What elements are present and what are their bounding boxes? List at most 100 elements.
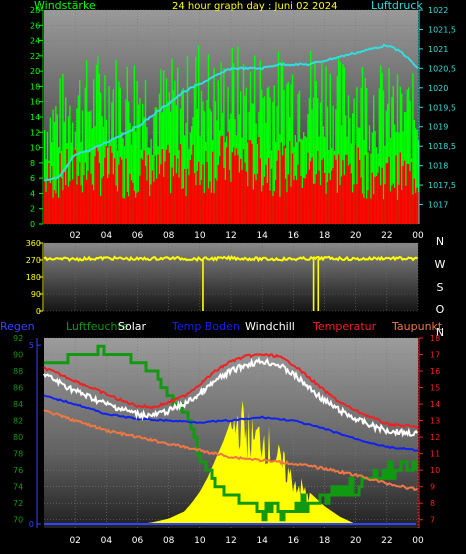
wind-tick-label: 24 — [30, 37, 40, 46]
wind-mean-bar — [212, 151, 214, 224]
x-tick-label: 16 — [288, 231, 300, 241]
wind-mean-bar — [282, 155, 284, 224]
wind-mean-bar — [325, 193, 327, 224]
wind-mean-bar — [164, 161, 166, 224]
wind-mean-bar — [143, 150, 145, 224]
wind-mean-bar — [220, 136, 222, 224]
wind-gust-bar — [266, 87, 268, 224]
wind-mean-bar — [163, 176, 165, 224]
wind-mean-bar — [268, 158, 270, 224]
wind-gust-bar — [364, 77, 366, 225]
x-tick-label: 20 — [350, 231, 362, 241]
temperature-tick-label: 14 — [430, 400, 440, 409]
wind-mean-bar — [146, 180, 148, 224]
wind-axis-label: Windstärke — [34, 0, 96, 12]
wind-tick-label: 10 — [30, 144, 40, 153]
wind-mean-bar — [189, 159, 191, 224]
wind-mean-bar — [144, 165, 147, 224]
wind-mean-bar — [367, 190, 369, 224]
wind-gust-bar — [52, 109, 54, 224]
wind-mean-bar — [262, 185, 264, 224]
wind-gust-bar — [290, 84, 292, 224]
wind-mean-bar — [324, 172, 326, 224]
wind-gust-bar — [286, 84, 288, 224]
wind-mean-bar — [44, 178, 46, 224]
wind-gust-bar — [268, 86, 270, 225]
wind-tick-label: 0 — [30, 220, 35, 229]
wind-gust-bar — [195, 56, 197, 224]
wind-mean-bar — [172, 176, 175, 224]
wind-mean-bar — [191, 154, 193, 224]
wind-gust-bar — [406, 89, 408, 224]
pressure-tick-label: 1021,5 — [428, 25, 456, 34]
wind-gust-bar — [366, 87, 368, 224]
wind-gust-bar — [203, 110, 205, 224]
wind-gust-bar — [252, 103, 254, 224]
wind-mean-bar — [290, 186, 292, 224]
wind-mean-bar — [249, 140, 252, 224]
direction-tick-label: 90 — [31, 290, 41, 299]
wind-mean-bar — [319, 185, 322, 224]
wind-mean-bar — [335, 159, 337, 224]
x-tick-label: 02 — [69, 536, 80, 546]
temperature-tick-label: 18 — [430, 334, 440, 343]
wind-mean-bar — [347, 165, 350, 224]
wind-gust-bar — [45, 159, 47, 224]
rain-tick-label: 0 — [29, 520, 34, 529]
legend-regen: Regen — [0, 320, 35, 333]
wind-gust-bar — [72, 122, 74, 224]
wind-gust-bar — [272, 101, 274, 224]
wind-mean-bar — [413, 178, 415, 224]
wind-mean-bar — [83, 175, 85, 224]
humidity-tick-label: 78 — [13, 450, 23, 459]
wind-gust-bar — [342, 64, 344, 225]
x-tick-label: 04 — [101, 536, 113, 546]
wind-gust-bar — [200, 90, 203, 225]
wind-tick-label: 8 — [30, 159, 35, 168]
wind-mean-bar — [353, 184, 355, 224]
wind-gust-bar — [308, 98, 310, 224]
wind-gust-bar — [87, 111, 89, 224]
wind-mean-bar — [336, 192, 338, 224]
wind-tick-label: 22 — [30, 52, 40, 61]
wind-mean-bar — [207, 188, 210, 224]
pressure-y-axis-ticks: 1017 1017,5 1018 1018,5 1019 1019,5 1020 1020,5… — [419, 6, 456, 210]
pressure-tick-label: 1019,5 — [428, 103, 456, 112]
wind-mean-bars — [44, 131, 420, 224]
pressure-tick-label: 1019 — [428, 123, 448, 132]
wind-mean-bar — [392, 183, 394, 224]
wind-gust-bar — [392, 86, 394, 225]
wind-mean-bar — [359, 159, 361, 224]
wind-mean-bar — [307, 152, 309, 224]
wind-tick-label: 28 — [30, 6, 40, 15]
wind-mean-bar — [175, 173, 177, 224]
wind-gust-bar — [273, 85, 275, 224]
wind-mean-bar — [231, 152, 233, 224]
wind-tick-label: 4 — [30, 189, 35, 198]
temperature-tick-label: 9 — [430, 483, 435, 492]
wind-mean-bar — [368, 150, 371, 224]
wind-mean-bar — [51, 166, 53, 224]
wind-mean-bar — [374, 177, 376, 224]
wind-mean-bar — [133, 190, 135, 224]
wind-mean-bar — [49, 183, 51, 224]
wind-gust-bar — [352, 113, 354, 224]
wind-mean-bar — [318, 170, 320, 224]
wind-mean-bar — [62, 190, 64, 224]
wind-gust-bar — [394, 124, 396, 224]
humidity-tick-label: 70 — [13, 516, 23, 525]
wind-gust-bar — [86, 60, 88, 224]
wind-mean-bar — [248, 140, 250, 224]
x-tick-label: 00 — [412, 536, 424, 546]
pressure-line — [43, 43, 419, 182]
wind-gust-bar — [198, 45, 200, 224]
temperature-tick-label: 7 — [430, 516, 435, 525]
wind-gust-bar — [129, 122, 131, 224]
temperature-tick-label: 16 — [430, 367, 440, 376]
wind-gust-bar — [62, 73, 64, 224]
wind-mean-bar — [171, 167, 173, 224]
wind-mean-bar — [107, 178, 109, 224]
wind-gust-bar — [144, 79, 147, 224]
wind-gust-bar — [389, 137, 392, 224]
wind-mean-bar — [87, 170, 89, 224]
